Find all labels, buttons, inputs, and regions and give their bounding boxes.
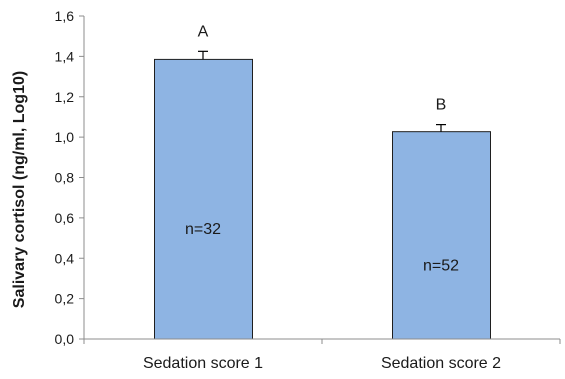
bar-sample-size-label: n=52 [423,257,459,274]
bar [154,58,253,340]
significance-letter: A [198,23,209,40]
y-tick-label: 1,0 [55,129,75,145]
x-category-label: Sedation score 1 [143,355,263,372]
y-tick-label: 0,8 [55,170,75,186]
y-tick-label: 0,2 [55,291,75,307]
y-tick-label: 1,6 [55,8,75,24]
bar-sample-size-label: n=32 [185,221,221,238]
x-category-label: Sedation score 2 [381,355,501,372]
y-axis-label: Salivary cortisol (ng/ml, Log10) [11,71,28,308]
y-axis: 0,0 0,2 0,4 0,6 0,8 1,0 1,2 1,4 1,6 [55,8,85,347]
y-tick-label: 1,2 [55,89,75,105]
y-tick-label: 0,6 [55,210,75,226]
y-tick-label: 0,0 [55,331,75,347]
y-tick-label: 0,4 [55,250,75,266]
y-tick-label: 1,4 [55,48,75,64]
bars: An=32 Bn=52 [154,23,491,340]
x-axis: Sedation score 1 Sedation score 2 [83,338,561,372]
bar [392,131,491,340]
significance-letter: B [436,97,447,114]
